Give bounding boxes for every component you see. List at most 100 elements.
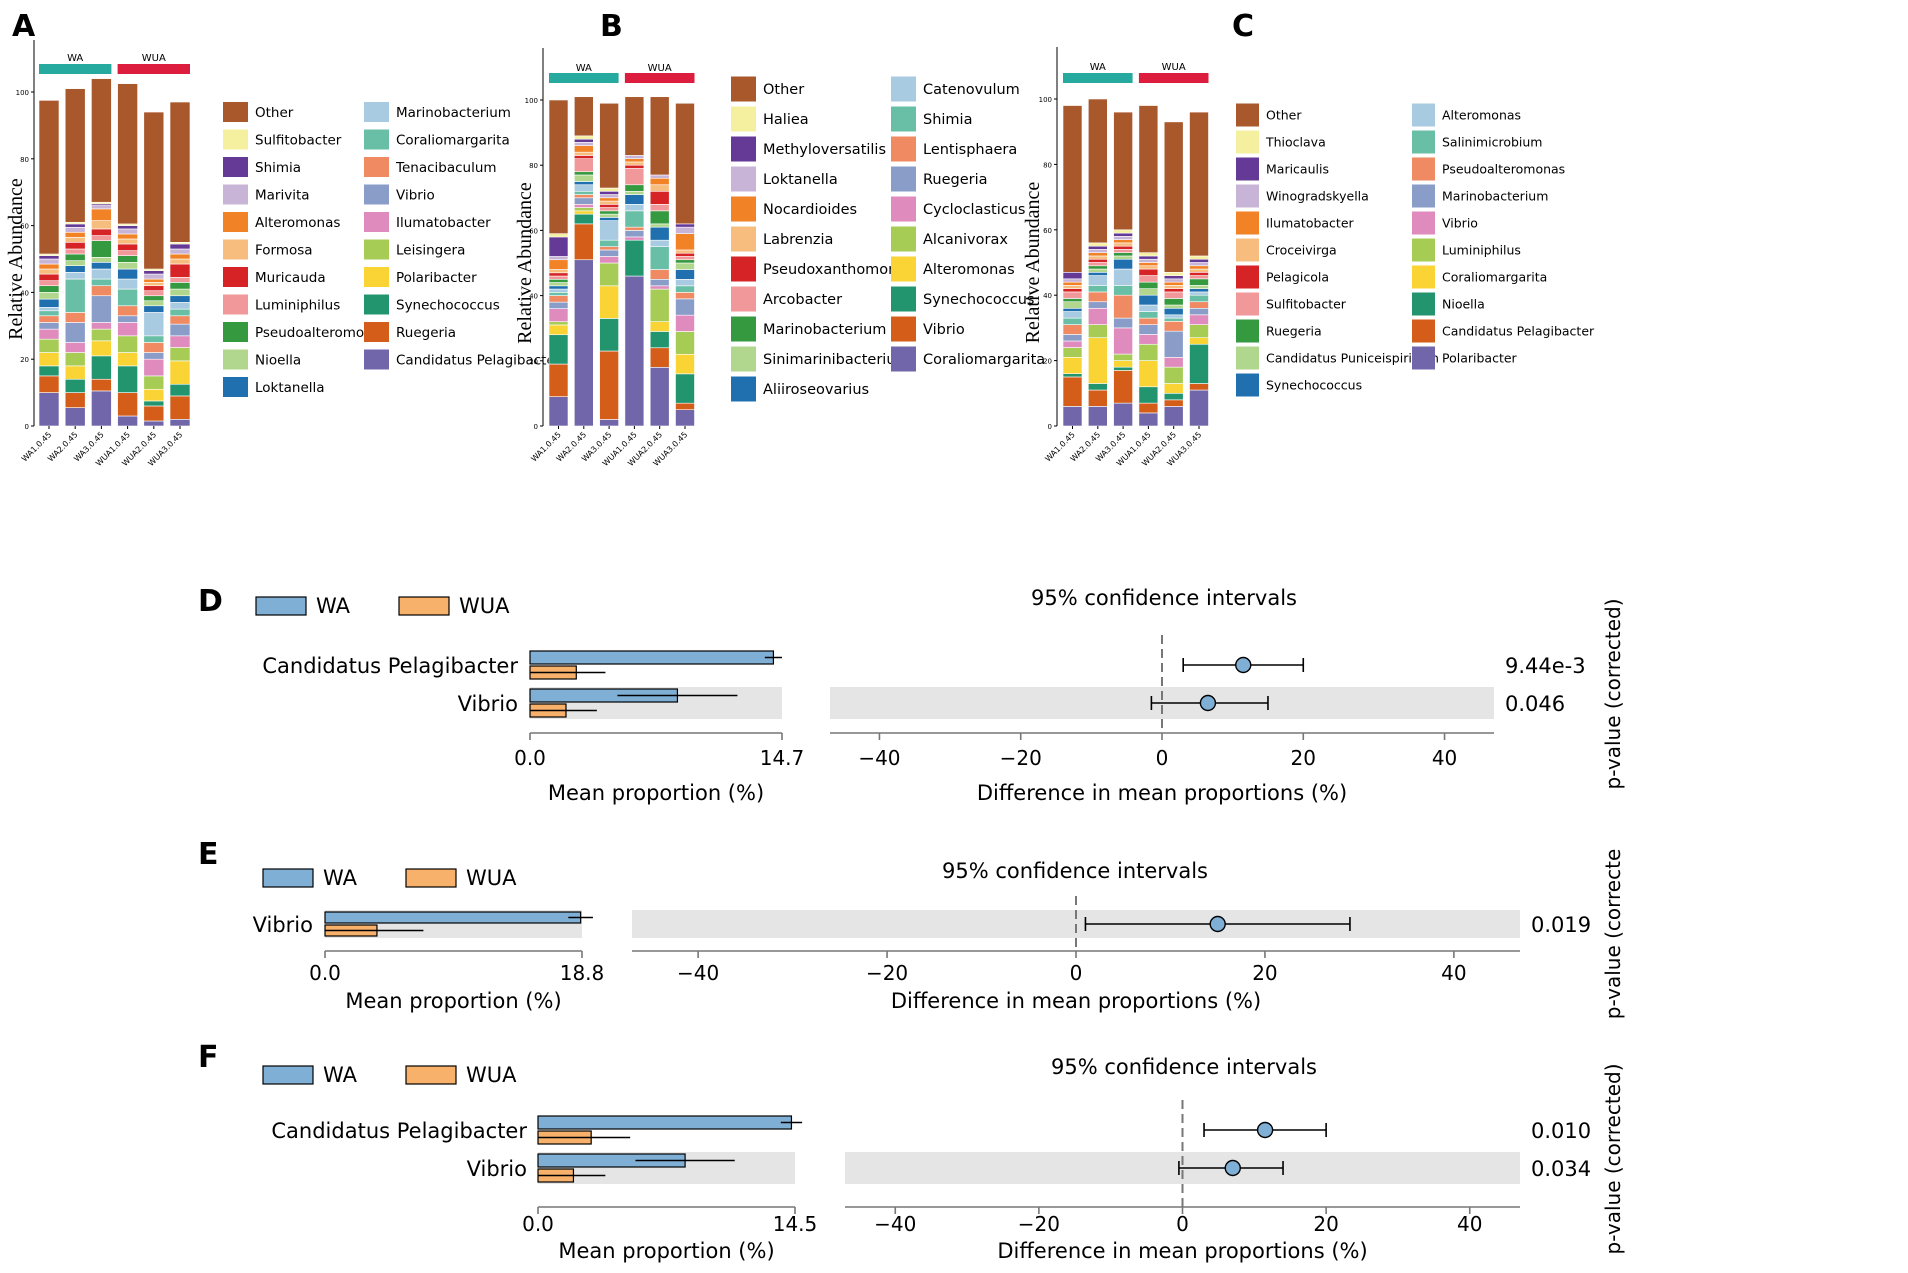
panel-c-legend-swatch-salinimicrobium: [1412, 130, 1435, 154]
panel-e-pvalue: 0.019: [1531, 913, 1591, 937]
panel-a-bar-segment-coraliomargarita: [143, 335, 165, 343]
panel-e-right-tick-label: 40: [1441, 961, 1466, 985]
panel-b-bar-segment-sinimarinibacterium: [548, 282, 569, 287]
panel-c-bar-segment-ruegeria: [1163, 298, 1184, 306]
panel-b-bar-segment-pseudoxanthomonas: [573, 155, 594, 159]
panel-c-bar-segment-salinimicrobium: [1113, 285, 1133, 296]
panel-b-bar-segment-lentisphaera: [649, 269, 670, 280]
panel-b-bar-segment-catenovulum: [573, 184, 594, 192]
panel-e-row-label: Vibrio: [253, 913, 313, 937]
panel-a-bar-segment-muricauda: [169, 263, 191, 278]
panel-c-bar-segment-nioella: [1062, 373, 1083, 378]
panel-c-bar-segment-marinobacterium: [1088, 301, 1108, 309]
panel-f-ci-point-vibrio: [1224, 1159, 1241, 1177]
panel-b-bar-segment-ruegeria: [548, 301, 569, 309]
panel-letter-a: A: [12, 9, 36, 44]
panel-a-bar-segment-formosa: [117, 238, 138, 245]
panel-a-legend-swatch-synechococcus: [364, 294, 389, 315]
panel-b-legend-swatch-labrenzia: [731, 226, 756, 252]
panel-e-right-tick-label: −40: [677, 961, 719, 985]
panel-a-bar-segment-loktanella: [117, 268, 138, 280]
panel-f-pvalue: 0.034: [1531, 1157, 1591, 1181]
panel-a-bar-segment-formosa: [91, 220, 112, 230]
panel-b-bar-segment-other: [548, 99, 569, 234]
panel-b-bar-segment-vibrio: [649, 347, 670, 368]
panel-b-bar-segment-arcobacter: [649, 204, 670, 212]
panel-a-bar-segment-pseudoalteromonas: [117, 255, 138, 263]
panel-a-bar-segment-synechococcus: [38, 365, 60, 377]
panel-a-bar-segment-polaribacter: [143, 388, 165, 402]
panel-c-bar-segment-polaribacter: [1189, 389, 1209, 427]
panel-f-pvalue: 0.010: [1531, 1119, 1591, 1143]
panel-b-legend-label-coraliomargarita: Coraliomargarita: [923, 352, 1045, 368]
panel-d-left-tick-label: 0.0: [514, 746, 546, 770]
panel-b-bar-segment-coraliomargarita: [599, 419, 619, 427]
panel-a-bar-segment-ruegeria: [143, 405, 165, 422]
panel-c-bar-segment-pelagicola: [1113, 245, 1133, 250]
panel-b-legend-swatch-haliea: [731, 106, 756, 132]
panel-b-bar-segment-haliea: [599, 187, 619, 192]
panel-c-bar-segment-candidatus-puniceispirillum: [1088, 268, 1108, 273]
panel-c-bar-segment-candidatus-puniceispirillum: [1189, 285, 1209, 289]
panel-b-bar-segment-labrenzia: [649, 184, 670, 192]
panel-c-legend-label-winogradskyella: Winogradskyella: [1266, 189, 1369, 204]
panel-b-bar-segment-shimia: [624, 210, 645, 228]
panel-c-y-axis-label: Relative Abundance: [1022, 182, 1044, 344]
panel-a-bar-segment-shimia: [143, 270, 165, 275]
panel-c-bar-segment-candidatus-puniceispirillum: [1138, 288, 1159, 296]
panel-d-right-tick-label: −40: [858, 746, 900, 770]
panel-b-legend-swatch-methyloversatilis: [731, 136, 756, 162]
panel-b-bar-segment-other: [649, 96, 670, 176]
panel-b-group-label: WA: [576, 63, 592, 74]
panel-b-bar-segment-lentisphaera: [675, 292, 695, 300]
panel-c-bar-segment-marinobacterium: [1163, 330, 1184, 358]
panel-a-y-tick-label: 20: [20, 356, 29, 364]
panel-d-ci-point-candidatus-pelagibacter: [1235, 656, 1252, 674]
panel-a-group-bar-wa: [39, 64, 112, 74]
panel-c-bar-segment-winogradskyella: [1062, 278, 1083, 283]
panel-a-bar-segment-leisingera: [38, 338, 60, 353]
panel-a-y-tick-label: 40: [20, 289, 29, 297]
panel-c-bar-segment-synechococcus: [1163, 307, 1184, 316]
panel-a-legend-label-candidatus-pelagibacter: Candidatus Pelagibacter: [396, 352, 561, 368]
panel-c-bar-segment-pseudoalteromonas: [1189, 301, 1209, 309]
panel-c-legend-label-marinobacterium: Marinobacterium: [1442, 189, 1548, 204]
panel-b-bar-segment-nocardioides: [573, 145, 594, 153]
panel-a-bar-segment-pseudoalteromonas: [91, 240, 112, 258]
panel-b-legend-swatch-cycloclasticus: [891, 196, 916, 222]
panel-b-bar-segment-cycloclasticus: [624, 236, 645, 241]
panel-a-bar-segment-muricauda: [117, 243, 138, 251]
panel-c-bar-segment-luminiphilus: [1088, 324, 1108, 339]
panel-b-bar-segment-alteromonas: [573, 210, 594, 215]
panel-c-bar-segment-salinimicrobium: [1163, 317, 1184, 322]
panel-d-bar-wa-candidatus-pelagibacter: [529, 650, 775, 665]
panel-b-bar-segment-methyloversatilis: [548, 236, 569, 257]
panel-a-bar-segment-coraliomargarita: [64, 278, 86, 313]
panel-a-bar-segment-alteromonas: [91, 208, 112, 221]
panel-b-bar-segment-cycloclasticus: [548, 308, 569, 322]
panel-c-bar-segment-polaribacter: [1138, 412, 1159, 427]
panel-c-bar-segment-winogradskyella: [1163, 278, 1184, 283]
panel-a-bar-segment-ilumatobacter: [169, 335, 191, 348]
panel-c-bar-segment-other: [1113, 111, 1133, 231]
panel-f-left-tick-label: 14.5: [773, 1212, 818, 1236]
panel-c-bar-segment-marinobacterium: [1113, 317, 1133, 329]
panel-d-right-tick-label: 40: [1432, 746, 1457, 770]
panel-c-bar-segment-alteromonas: [1189, 291, 1209, 296]
panel-c-bar-segment-polaribacter: [1062, 406, 1083, 427]
panel-b-legend-label-cycloclasticus: Cycloclasticus: [923, 202, 1025, 218]
panel-c-group-bar-wua: [1138, 73, 1209, 83]
panel-a-bar-segment-candidatus-pelagibacter: [143, 420, 165, 427]
panel-a-legend-label-muricauda: Muricauda: [255, 270, 326, 286]
panel-b-bar-segment-haliea: [573, 135, 594, 140]
panel-b-bar-segment-ruegeria: [675, 298, 695, 316]
panel-a-legend-label-coraliomargarita: Coraliomargarita: [396, 132, 510, 148]
panel-c-legend-swatch-candidatus-pelagibacter: [1412, 319, 1435, 343]
panel-a-bar-segment-pseudoalteromonas: [38, 285, 60, 293]
panel-f-ci-point-candidatus-pelagibacter: [1256, 1121, 1274, 1139]
panel-b-bar-segment-aliiroseovarius: [548, 285, 569, 290]
panel-f-legend-swatch-wua: [405, 1065, 457, 1085]
panel-a-bar-segment-vibrio: [117, 315, 138, 323]
panel-c-group-label: WUA: [1162, 62, 1186, 73]
panel-c-bar-segment-alteromonas: [1062, 311, 1083, 319]
